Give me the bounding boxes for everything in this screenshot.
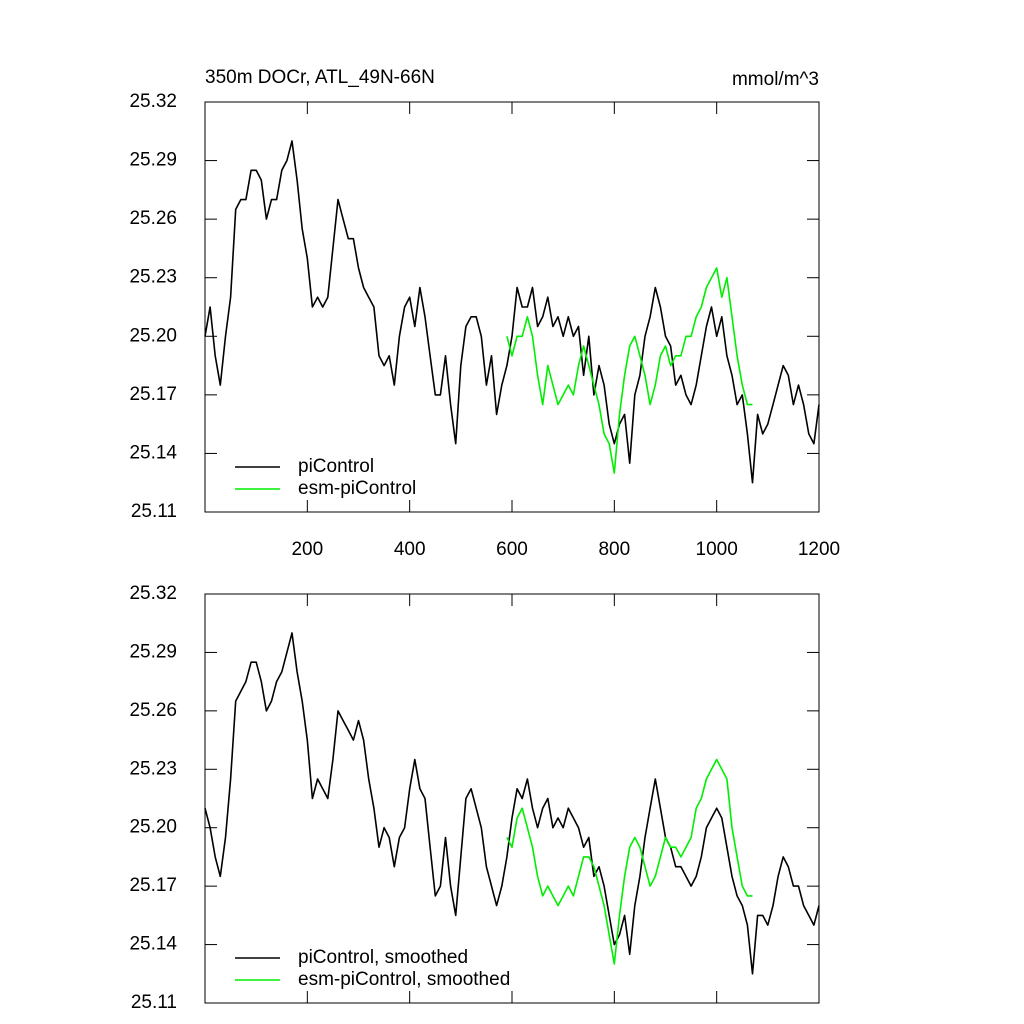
y-tick-label: 25.23 xyxy=(129,267,177,288)
units-label: mmol/m^3 xyxy=(732,69,819,90)
y-tick-label: 25.17 xyxy=(129,384,177,405)
legend-label: piControl xyxy=(298,456,374,477)
x-tick-label: 600 xyxy=(496,539,528,560)
y-tick-label: 25.32 xyxy=(129,91,177,112)
y-tick-label: 25.29 xyxy=(129,150,177,171)
chart-title: 350m DOCr, ATL_49N-66N xyxy=(205,67,435,88)
y-tick-label: 25.20 xyxy=(129,817,177,838)
legend-label: esm-piControl, smoothed xyxy=(298,969,510,990)
y-tick-label: 25.23 xyxy=(129,758,177,779)
y-tick-label: 25.17 xyxy=(129,875,177,896)
x-tick-label: 800 xyxy=(598,539,630,560)
y-tick-label: 25.32 xyxy=(129,583,177,604)
x-tick-label: 400 xyxy=(394,539,426,560)
series-line xyxy=(506,267,753,474)
y-tick-label: 25.26 xyxy=(129,700,177,721)
x-tick-label: 200 xyxy=(291,539,323,560)
series-line xyxy=(204,140,820,484)
y-tick-label: 25.26 xyxy=(129,208,177,229)
plot-frame xyxy=(204,101,820,513)
x-tick-label: 1200 xyxy=(798,539,840,560)
y-tick-label: 25.11 xyxy=(131,501,177,522)
y-tick-label: 25.14 xyxy=(129,442,177,463)
legend-label: piControl, smoothed xyxy=(298,947,468,968)
y-tick-label: 25.29 xyxy=(129,641,177,662)
series-line xyxy=(506,758,753,965)
y-tick-label: 25.20 xyxy=(129,325,177,346)
y-tick-label: 25.14 xyxy=(129,934,177,955)
y-tick-label: 25.11 xyxy=(131,992,177,1013)
x-tick-label: 1000 xyxy=(696,539,738,560)
series-line xyxy=(204,632,820,975)
legend-label: esm-piControl xyxy=(298,478,416,499)
plot-frame xyxy=(204,593,820,1004)
